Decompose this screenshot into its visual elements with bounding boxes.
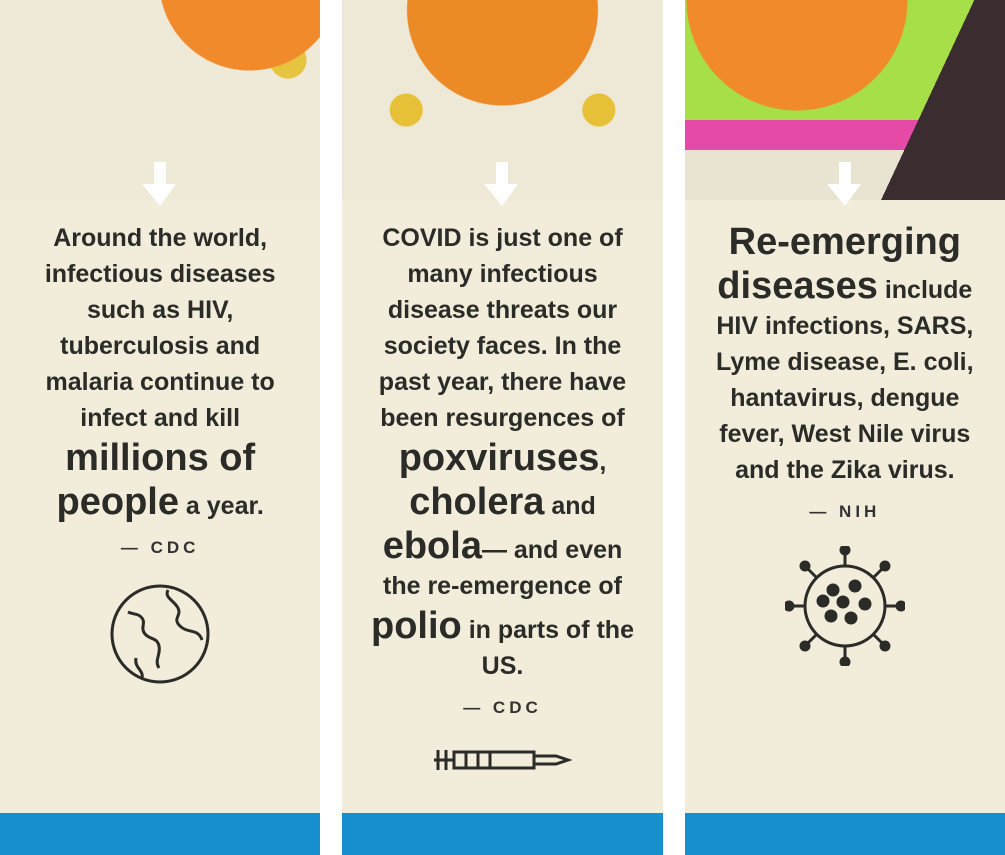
syringe-icon	[370, 742, 634, 783]
attribution: — CDC	[370, 698, 634, 718]
arrow-down-icon	[827, 162, 863, 206]
panel-world: Around the world, infectious diseases su…	[0, 0, 320, 855]
panel-text: Around the world, infectious diseases su…	[28, 220, 292, 524]
globe-icon	[28, 582, 292, 691]
panel-text: Re-emerging diseases include HIV infecti…	[713, 220, 977, 488]
arrow-down-icon	[142, 162, 178, 206]
panel-footer	[685, 813, 1005, 855]
panel-footer	[342, 813, 662, 855]
virus-icon	[713, 546, 977, 671]
attribution: — NIH	[713, 502, 977, 522]
panel-body: Re-emerging diseases include HIV infecti…	[685, 200, 1005, 813]
panel-footer	[0, 813, 320, 855]
panel-body: COVID is just one of many infectious dis…	[342, 200, 662, 813]
attribution: — CDC	[28, 538, 292, 558]
columns-container: Around the world, infectious diseases su…	[0, 0, 1005, 855]
panel-text: COVID is just one of many infectious dis…	[370, 220, 634, 684]
panel-body: Around the world, infectious diseases su…	[0, 200, 320, 813]
panel-reemerging: Re-emerging diseases include HIV infecti…	[685, 0, 1005, 855]
panel-covid: COVID is just one of many infectious dis…	[342, 0, 662, 855]
arrow-down-icon	[484, 162, 520, 206]
